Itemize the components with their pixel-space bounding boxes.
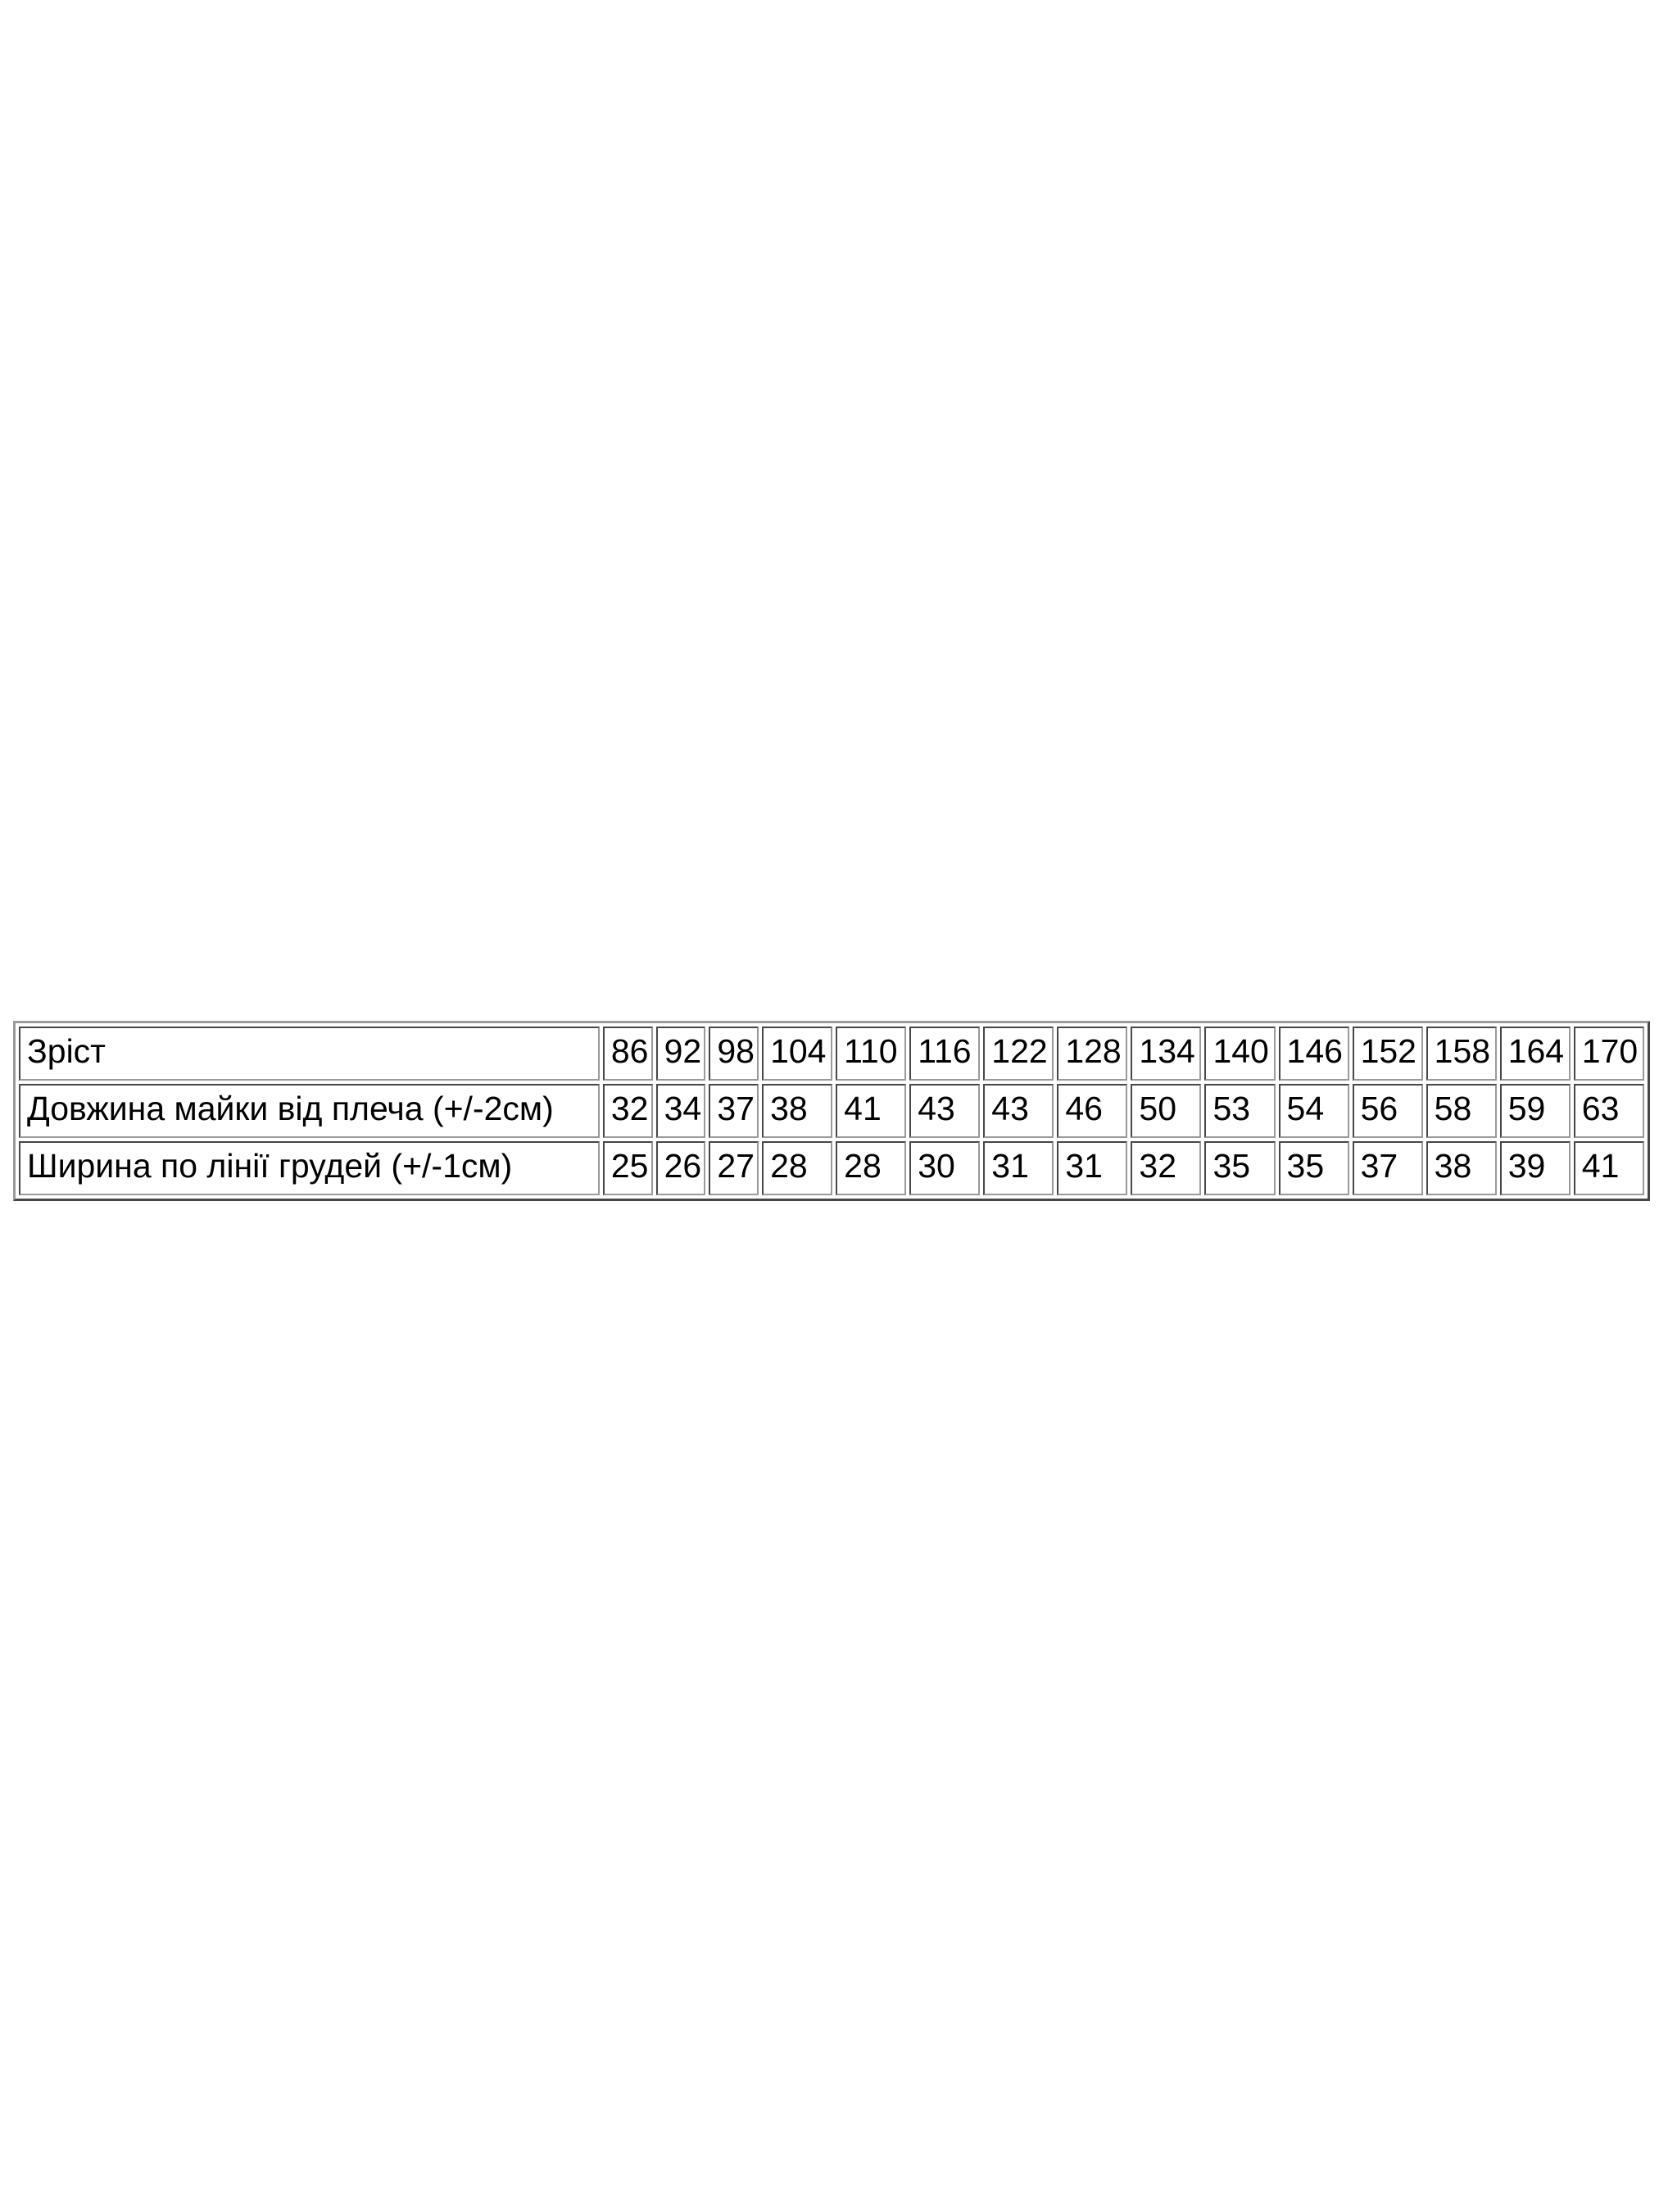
table-cell: 31	[1057, 1141, 1128, 1195]
table-cell: 104	[762, 1027, 833, 1081]
table-cell: 59	[1499, 1084, 1571, 1138]
table-cell: 116	[909, 1027, 981, 1081]
table-cell: 46	[1057, 1084, 1128, 1138]
table-cell: 37	[709, 1084, 759, 1138]
size-chart-table: Зріст 86 92 98 104 110 116 122 128 134 140 146 152 15…	[13, 1021, 1650, 1201]
table-cell: 110	[836, 1027, 907, 1081]
table-cell: 170	[1573, 1027, 1644, 1081]
table-cell: 63	[1573, 1084, 1644, 1138]
row-label: Довжина майки від плеча (+/-2см)	[19, 1084, 600, 1138]
table-cell: 140	[1204, 1027, 1276, 1081]
table-cell: 35	[1204, 1141, 1276, 1195]
table-cell: 58	[1426, 1084, 1497, 1138]
table-cell: 128	[1057, 1027, 1128, 1081]
table-cell: 30	[909, 1141, 981, 1195]
table-cell: 86	[602, 1027, 653, 1081]
table-cell: 27	[709, 1141, 759, 1195]
table-cell: 53	[1204, 1084, 1276, 1138]
row-label: Ширина по лінії грудей (+/-1см)	[19, 1141, 600, 1195]
size-chart-body: Зріст 86 92 98 104 110 116 122 128 134 140 146 152 15…	[19, 1027, 1644, 1195]
row-label: Зріст	[19, 1027, 600, 1081]
table-row: Довжина майки від плеча (+/-2см) 32 34 37 38…	[19, 1084, 1644, 1138]
table-cell: 28	[836, 1141, 907, 1195]
table-cell: 50	[1131, 1084, 1202, 1138]
table-cell: 56	[1352, 1084, 1423, 1138]
table-cell: 32	[602, 1084, 653, 1138]
table-cell: 35	[1278, 1141, 1349, 1195]
table-cell: 152	[1352, 1027, 1423, 1081]
table-row: Ширина по лінії грудей (+/-1см) 25 26 27 28 2…	[19, 1141, 1644, 1195]
table-cell: 98	[709, 1027, 759, 1081]
table-cell: 122	[983, 1027, 1054, 1081]
table-cell: 31	[983, 1141, 1054, 1195]
table-cell: 41	[836, 1084, 907, 1138]
table-cell: 146	[1278, 1027, 1349, 1081]
table-cell: 25	[602, 1141, 653, 1195]
table-cell: 38	[1426, 1141, 1497, 1195]
table-cell: 28	[762, 1141, 833, 1195]
table-cell: 37	[1352, 1141, 1423, 1195]
table-cell: 158	[1426, 1027, 1497, 1081]
table-cell: 38	[762, 1084, 833, 1138]
table-cell: 43	[983, 1084, 1054, 1138]
table-cell: 32	[1131, 1141, 1202, 1195]
table-cell: 34	[655, 1084, 706, 1138]
table-cell: 41	[1573, 1141, 1644, 1195]
table-cell: 26	[655, 1141, 706, 1195]
table-row: Зріст 86 92 98 104 110 116 122 128 134 140 146 152 15…	[19, 1027, 1644, 1081]
table-cell: 39	[1499, 1141, 1571, 1195]
table-cell: 54	[1278, 1084, 1349, 1138]
table-cell: 134	[1131, 1027, 1202, 1081]
table-cell: 92	[655, 1027, 706, 1081]
table-cell: 164	[1499, 1027, 1571, 1081]
table-cell: 43	[909, 1084, 981, 1138]
